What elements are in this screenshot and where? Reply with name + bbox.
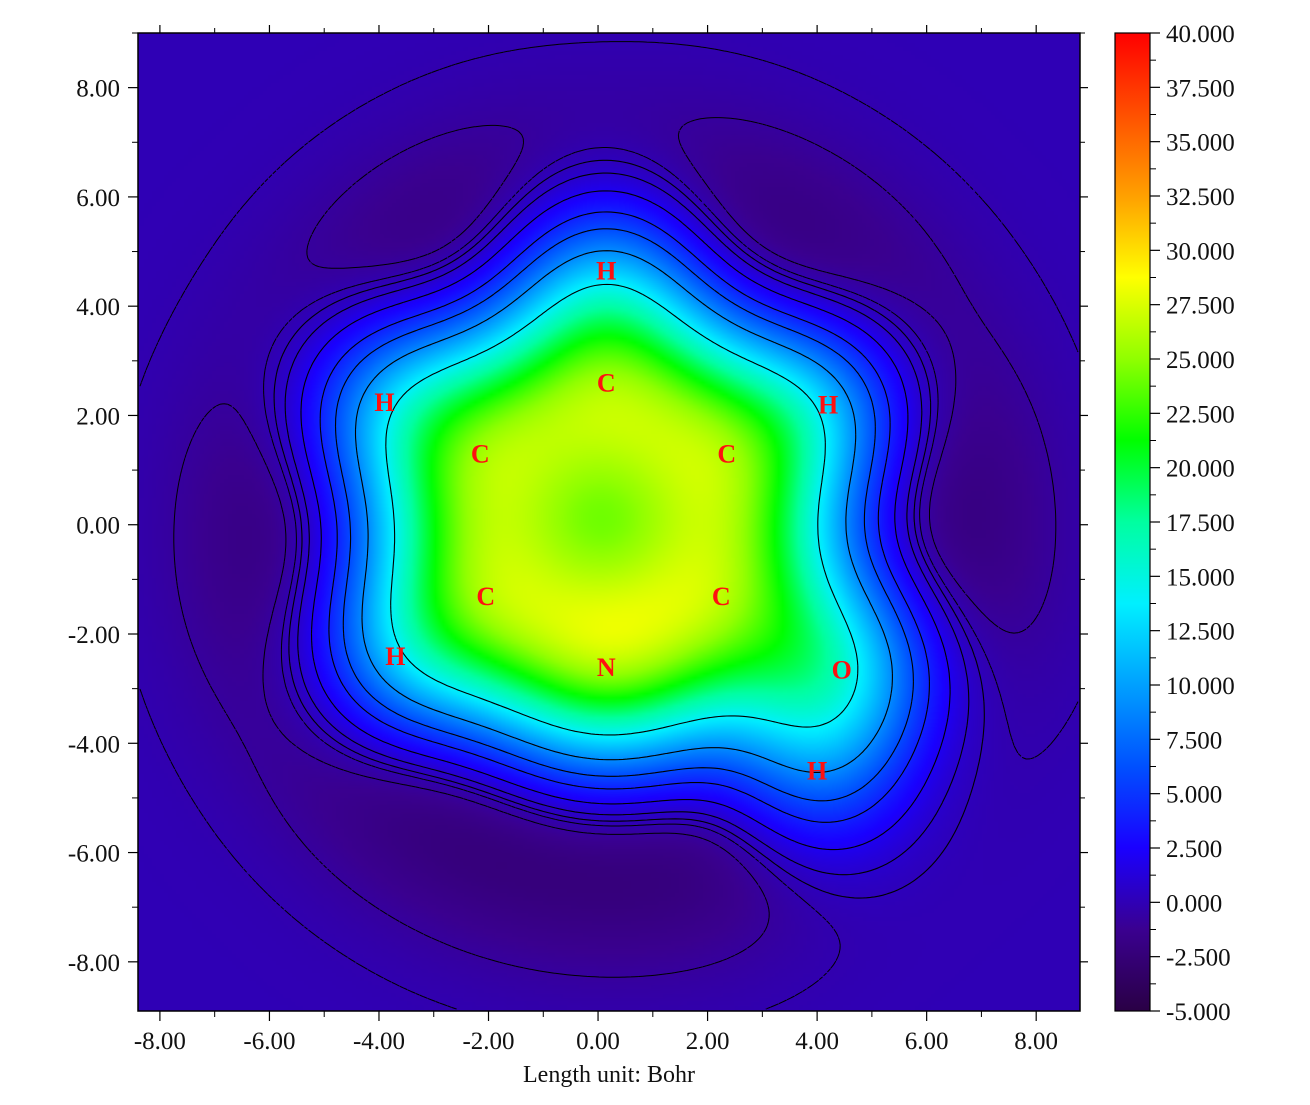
y-tick-label: 4.00 — [76, 294, 120, 321]
contour-positive — [354, 250, 893, 773]
y-tick-label: -4.00 — [68, 731, 120, 758]
y-tick-label: 2.00 — [76, 403, 120, 430]
atom-label-C: C — [712, 582, 731, 611]
heatmap-field — [138, 33, 1080, 1011]
colorbar-tick-label: 32.500 — [1166, 184, 1235, 211]
x-tick-label: -6.00 — [243, 1028, 295, 1055]
atom-label-H: H — [596, 257, 616, 286]
contour-positive — [300, 190, 951, 851]
plot-frame — [137, 32, 1081, 1012]
colorbar — [1114, 32, 1151, 1012]
colorbar-tick-label: 30.000 — [1166, 238, 1235, 265]
colorbar-tick-label: 10.000 — [1166, 673, 1235, 700]
y-tick-label: 6.00 — [76, 185, 120, 212]
colorbar-tick-label: 35.000 — [1166, 130, 1235, 157]
atom-label-N: N — [597, 653, 616, 682]
x-tick-label: 8.00 — [1014, 1028, 1058, 1055]
atom-label-H: H — [807, 757, 827, 786]
atom-label-O: O — [832, 656, 852, 685]
x-axis-title: Length unit: Bohr — [523, 1062, 695, 1088]
contour-negative — [173, 117, 1057, 978]
colorbar-tick-label: 27.500 — [1166, 293, 1235, 320]
colorbar-tick-label: 25.000 — [1166, 347, 1235, 374]
axes: -8.00 -6.00 -4.00 -2.00 0.00 2.00 4.00 6.00 8.00… — [68, 25, 1088, 1055]
colorbar-tick-label: 40.000 — [1166, 21, 1235, 48]
colorbar-tick-label: 12.500 — [1166, 619, 1235, 646]
atom-label-C: C — [717, 440, 736, 469]
contour-positive — [334, 228, 914, 802]
contour-positive — [284, 172, 970, 876]
colorbar-tick-label: 37.500 — [1166, 75, 1235, 102]
colorbar-tick-label: 15.000 — [1166, 564, 1235, 591]
x-tick-label: 2.00 — [686, 1028, 730, 1055]
contour-positive — [273, 159, 985, 899]
atom-labels: H C H H C C C C H N O H — [374, 257, 852, 786]
atom-label-C: C — [597, 369, 616, 398]
colorbar-tick-label: 17.500 — [1166, 510, 1235, 537]
atom-label-H: H — [818, 391, 838, 420]
colorbar-tick-label: 7.500 — [1166, 727, 1222, 754]
y-tick-label: -2.00 — [68, 622, 120, 649]
atom-label-H: H — [385, 642, 405, 671]
colorbar-axis: 40.000 37.500 35.000 32.500 30.000 27.500 25.0… — [1150, 21, 1235, 1026]
colorbar-tick-label: 22.500 — [1166, 401, 1235, 428]
colorbar-tick-label: -2.500 — [1166, 945, 1231, 972]
y-tick-label: -8.00 — [68, 950, 120, 977]
y-tick-label: 8.00 — [76, 76, 120, 103]
colorbar-tick-label: -5.000 — [1166, 999, 1231, 1026]
x-tick-label: 0.00 — [576, 1028, 620, 1055]
x-tick-label: -2.00 — [462, 1028, 514, 1055]
y-tick-label: 0.00 — [76, 513, 120, 540]
x-tick-label: -8.00 — [134, 1028, 186, 1055]
contour-negative — [139, 41, 1079, 1010]
colorbar-tick-label: 20.000 — [1166, 456, 1235, 483]
x-tick-label: 4.00 — [795, 1028, 839, 1055]
plot-area — [138, 33, 1080, 1011]
x-tick-label: 6.00 — [905, 1028, 949, 1055]
y-tick-label: -6.00 — [68, 841, 120, 868]
contour-positive — [319, 211, 930, 823]
contour-lines — [139, 41, 1079, 1010]
colorbar-tick-label: 0.000 — [1166, 890, 1222, 917]
x-tick-label: -4.00 — [353, 1028, 405, 1055]
colorbar-tick-label: 5.000 — [1166, 782, 1222, 809]
atom-label-C: C — [476, 582, 495, 611]
atom-label-C: C — [471, 440, 490, 469]
contour-positive — [385, 283, 859, 736]
colorbar-tick-label: 2.500 — [1166, 836, 1222, 863]
atom-label-H: H — [374, 388, 394, 417]
